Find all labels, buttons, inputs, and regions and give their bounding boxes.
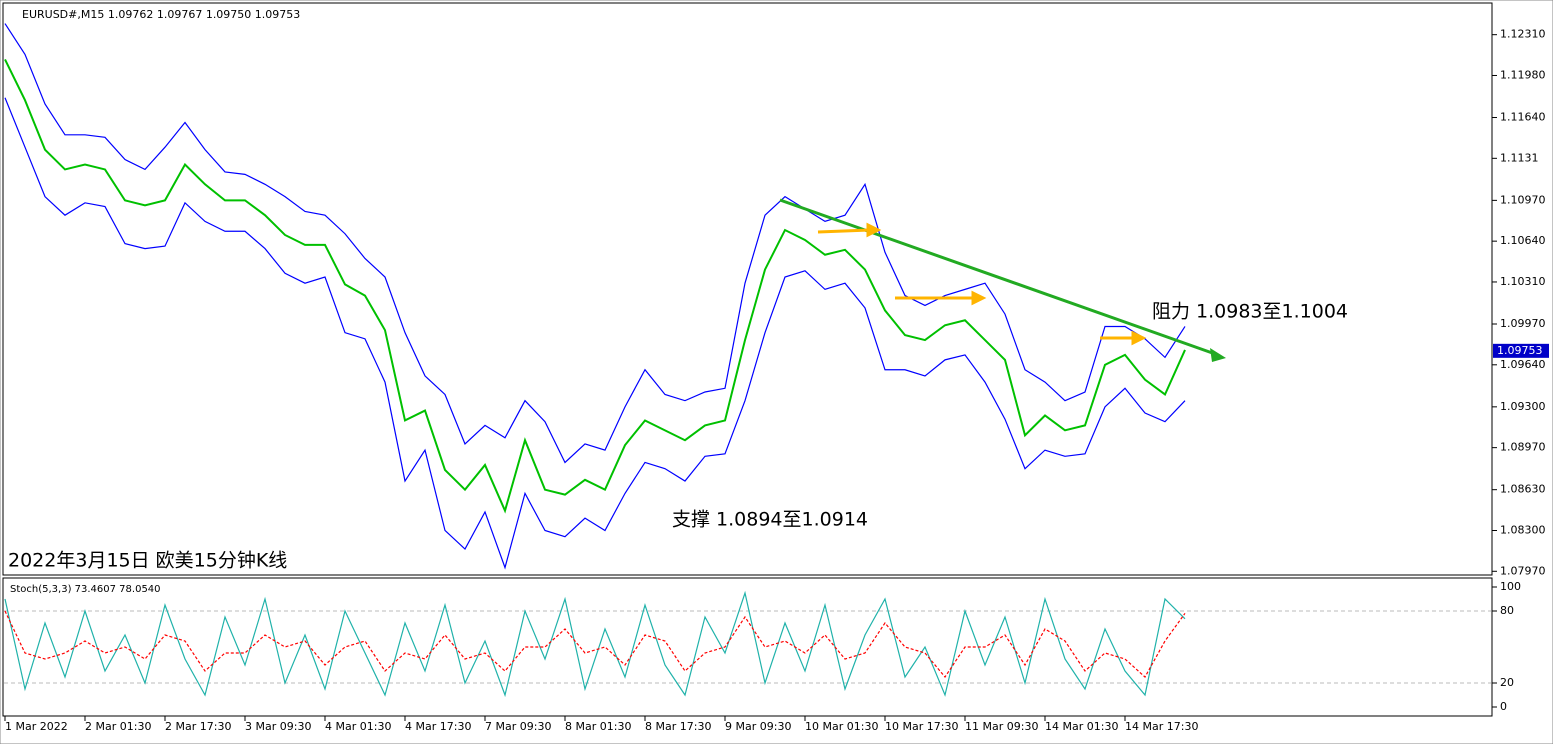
series-line	[4, 610, 1186, 679]
arrow-head	[866, 222, 882, 238]
y-tick-label: 1.10310	[1500, 275, 1546, 288]
symbol-header: EURUSD#,M15 1.09762 1.09767 1.09750 1.09…	[22, 8, 300, 21]
y-tick-label: 1.08970	[1500, 441, 1546, 454]
y-tick-label: 1.07970	[1500, 564, 1546, 577]
x-tick-label: 2 Mar 01:30	[85, 720, 151, 733]
yellow-arrows	[817, 222, 1147, 346]
support-note: 支撑 1.0894至1.0914	[672, 509, 868, 531]
y-tick-label: 1.08630	[1500, 483, 1546, 496]
series-line	[4, 23, 1186, 464]
price-box	[1493, 343, 1549, 358]
y-tick-label: 1.09640	[1500, 358, 1546, 371]
y-tick-label: 1.1131	[1500, 151, 1539, 164]
x-tick-label: 8 Mar 17:30	[645, 720, 711, 733]
y-tick-label: 100	[1500, 580, 1521, 593]
series-line	[4, 58, 1186, 514]
x-tick-label: 4 Mar 01:30	[325, 720, 391, 733]
x-tick-label: 4 Mar 17:30	[405, 720, 471, 733]
y-tick-label: 1.11640	[1500, 111, 1546, 124]
y-tick-label: 1.08300	[1500, 523, 1546, 536]
y-tick-label: 1.10970	[1500, 193, 1546, 206]
trend-arrow	[1210, 348, 1226, 362]
x-tick-label: 3 Mar 09:30	[245, 720, 311, 733]
price-label: 1.09753	[1497, 344, 1543, 357]
stoch-panel	[2, 577, 1493, 717]
y-tick-label: 1.12310	[1500, 28, 1546, 41]
y-tick-label: 20	[1500, 676, 1514, 689]
arrow-head	[1131, 330, 1147, 346]
series-line	[4, 590, 1186, 698]
y-tick-label: 0	[1500, 700, 1507, 713]
x-tick-label: 10 Mar 17:30	[885, 720, 958, 733]
series-line	[4, 97, 1186, 570]
arrow	[817, 228, 871, 234]
arrow-head	[971, 290, 987, 306]
x-tick-label: 11 Mar 09:30	[965, 720, 1038, 733]
x-tick-label: 1 Mar 2022	[5, 720, 68, 733]
y-tick-label: 1.11980	[1500, 68, 1546, 81]
x-tick-label: 10 Mar 01:30	[805, 720, 878, 733]
trend-line	[779, 198, 1219, 357]
resistance-note: 阻力 1.0983至1.1004	[1152, 301, 1348, 323]
x-tick-label: 8 Mar 01:30	[565, 720, 631, 733]
y-tick-label: 1.09970	[1500, 317, 1546, 330]
stoch-header: Stoch(5,3,3) 73.4607 78.0540	[10, 584, 161, 595]
main-panel	[2, 2, 1493, 576]
y-tick-label: 1.09300	[1500, 400, 1546, 413]
x-tick-label: 2 Mar 17:30	[165, 720, 231, 733]
x-tick-label: 7 Mar 09:30	[485, 720, 551, 733]
y-tick-label: 80	[1500, 604, 1514, 617]
x-tick-label: 14 Mar 17:30	[1125, 720, 1198, 733]
y-tick-label: 1.10640	[1500, 234, 1546, 247]
caption: 2022年3月15日 欧美15分钟K线	[8, 550, 287, 572]
drawings	[779, 198, 1226, 362]
x-tick-label: 14 Mar 01:30	[1045, 720, 1118, 733]
x-tick-label: 9 Mar 09:30	[725, 720, 791, 733]
